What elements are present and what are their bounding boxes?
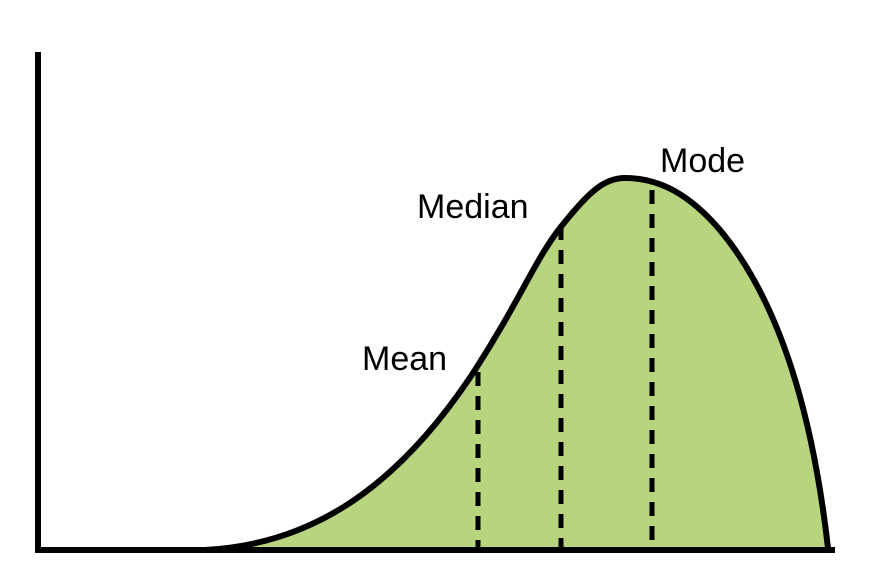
median-label: Median — [417, 188, 529, 226]
distribution-curve — [202, 174, 831, 553]
mean-label: Mean — [362, 340, 447, 378]
distribution-area — [205, 178, 828, 550]
mode-label: Mode — [660, 142, 745, 180]
